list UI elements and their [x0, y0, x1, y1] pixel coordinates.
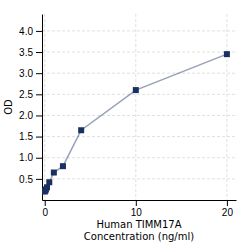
marks	[42, 51, 230, 194]
y-axis-tick-mark	[36, 31, 42, 32]
grid	[42, 14, 236, 200]
grid-line	[135, 14, 136, 200]
y-axis-tick-label: 1.0	[19, 152, 33, 163]
x-axis-tick-mark	[227, 200, 228, 206]
x-axis-tick: 0	[42, 200, 48, 218]
grid-line	[42, 157, 236, 158]
y-axis-tick-mark	[36, 115, 42, 116]
x-axis-title-line: Human TIMM17A	[96, 219, 181, 230]
point	[224, 51, 230, 57]
point	[51, 170, 57, 176]
x-axis-line	[43, 200, 237, 201]
x-axis-tick-label: 10	[131, 207, 143, 218]
x-axis: 0 10 20	[42, 200, 236, 218]
y-axis-tick-mark	[36, 179, 42, 180]
x-axis-tick: 20	[222, 200, 234, 218]
grid-line	[42, 136, 236, 137]
grid-line	[42, 52, 236, 53]
x-axis-tick-mark	[45, 200, 46, 206]
y-axis-tick-label: 1.5	[19, 131, 33, 142]
y-axis-tick-label: 3.5	[19, 47, 33, 58]
y-axis-tick-mark	[36, 73, 42, 74]
y-axis-tick: 4.0	[19, 26, 42, 37]
grid-line	[226, 14, 227, 200]
x-axis-tick: 10	[131, 200, 143, 218]
y-axis-tick: 3.5	[19, 47, 42, 58]
y-axis-tick: 2.5	[19, 89, 42, 100]
x-axis-title: Human TIMM17AConcentration (ng/ml)	[84, 219, 194, 242]
y-axis-tick: 1.5	[19, 131, 42, 142]
y-axis-tick-label: 4.0	[19, 26, 33, 37]
chart: 0 10 20 0.5 1.0 1.5 2.0 2.5 3.0 3.5 4.0 Human TIMM1…	[0, 0, 250, 250]
point	[60, 163, 66, 169]
y-axis-tick: 0.5	[19, 174, 42, 185]
point	[133, 87, 139, 93]
y-axis-tick-mark	[36, 137, 42, 138]
y-axis-line	[42, 15, 43, 201]
plot: 0 10 20 0.5 1.0 1.5 2.0 2.5 3.0 3.5 4.0 Human TIMM1…	[3, 14, 237, 242]
y-axis-title: OD	[3, 99, 14, 115]
y-axis-tick: 2.0	[19, 110, 42, 121]
y-axis-tick: 3.0	[19, 68, 42, 79]
x-axis-tick-label: 20	[222, 207, 234, 218]
grid-line	[42, 178, 236, 179]
y-axis-tick-label: 0.5	[19, 174, 33, 185]
y-axis-tick-mark	[36, 94, 42, 95]
y-axis: 0.5 1.0 1.5 2.0 2.5 3.0 3.5 4.0	[19, 15, 42, 201]
x-axis-title-line: Concentration (ng/ml)	[84, 231, 194, 242]
line	[45, 54, 227, 191]
grid-line	[42, 30, 236, 31]
y-axis-tick-mark	[36, 52, 42, 53]
grid-line	[44, 14, 45, 200]
grid-line	[42, 115, 236, 116]
y-axis-tick-label: 3.0	[19, 68, 33, 79]
y-axis-tick: 1.0	[19, 152, 42, 163]
y-axis-tick-mark	[36, 158, 42, 159]
point	[78, 127, 84, 133]
grid-line	[42, 73, 236, 74]
grid-line	[42, 94, 236, 95]
point	[46, 179, 52, 185]
y-axis-tick-label: 2.0	[19, 110, 33, 121]
y-axis-tick-label: 2.5	[19, 89, 33, 100]
x-axis-tick-mark	[136, 200, 137, 206]
x-axis-tick-label: 0	[42, 207, 48, 218]
